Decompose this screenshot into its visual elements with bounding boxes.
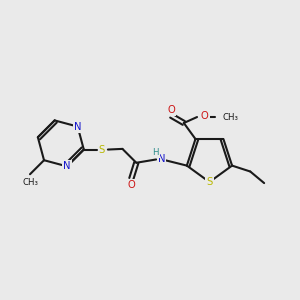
- Text: O: O: [201, 111, 209, 122]
- Text: N: N: [158, 154, 165, 164]
- Text: CH₃: CH₃: [22, 178, 38, 187]
- Text: H: H: [152, 148, 159, 157]
- Text: S: S: [206, 177, 213, 187]
- Text: S: S: [99, 145, 105, 154]
- Text: N: N: [74, 122, 81, 132]
- Text: N: N: [63, 161, 71, 171]
- Text: O: O: [167, 105, 175, 115]
- Text: O: O: [128, 180, 135, 190]
- Text: CH₃: CH₃: [223, 112, 238, 122]
